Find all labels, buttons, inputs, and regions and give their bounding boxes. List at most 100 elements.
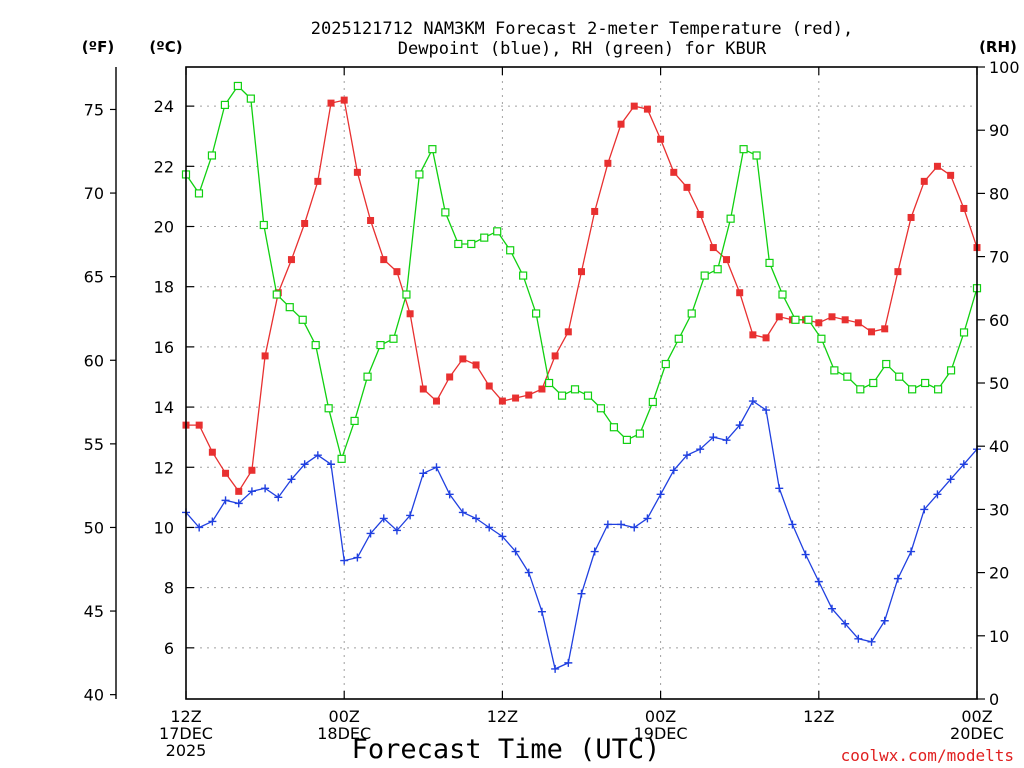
dewpoint-point xyxy=(208,517,217,526)
dewpoint-point xyxy=(195,523,204,532)
dewpoint-point xyxy=(313,451,322,460)
rh-point xyxy=(713,265,722,274)
temperature-point xyxy=(353,168,361,176)
temperature-point xyxy=(775,313,783,321)
temperature-point xyxy=(235,487,243,495)
rh-point xyxy=(441,208,450,217)
dewpoint-point xyxy=(419,469,428,478)
temperature-point xyxy=(723,256,731,264)
rh-point xyxy=(804,315,813,324)
dewpoint-point xyxy=(564,658,573,667)
dewpoint-point xyxy=(445,490,454,499)
rh-point xyxy=(532,309,541,318)
temperature-point xyxy=(604,159,612,167)
dewpoint-point xyxy=(392,526,401,535)
temperature-point xyxy=(683,183,691,191)
fahrenheit-tick-label: 50 xyxy=(84,518,104,537)
temperature-point xyxy=(564,328,572,336)
series-line xyxy=(186,99,978,493)
celsius-tick-label: 8 xyxy=(164,579,174,598)
fahrenheit-unit-label: (ºF) xyxy=(82,38,114,56)
chart-title: 2025121712 NAM3KM Forecast 2-meter Tempe… xyxy=(311,19,853,59)
temperature-point xyxy=(696,210,704,218)
dewpoint-point xyxy=(511,547,520,556)
rh-tick-label: 90 xyxy=(989,121,1009,140)
rh-tick-label: 60 xyxy=(989,311,1009,330)
rh-tick-label: 100 xyxy=(989,58,1020,77)
rh-point xyxy=(259,220,268,230)
temperature-point xyxy=(498,397,506,405)
temperature-point xyxy=(380,256,388,264)
fahrenheit-tick-label: 75 xyxy=(84,100,104,119)
rh-point xyxy=(609,423,619,432)
rh-point xyxy=(389,334,398,343)
temperature-point xyxy=(327,99,335,107)
celsius-tick-label: 22 xyxy=(154,157,174,176)
dewpoint-point xyxy=(907,547,916,556)
dewpoint-point xyxy=(841,619,850,628)
fahrenheit-tick-label: 60 xyxy=(84,351,104,370)
dewpoint-point xyxy=(551,664,560,673)
dewpoint-point xyxy=(656,490,665,499)
temperature-point xyxy=(419,385,427,393)
rh-point xyxy=(830,366,839,375)
rh-point xyxy=(674,334,683,343)
celsius-tick-label: 20 xyxy=(154,218,174,237)
rh-point xyxy=(882,359,891,369)
dewpoint-point xyxy=(603,520,612,529)
temperature-point xyxy=(709,244,717,252)
data-series xyxy=(181,81,982,673)
gridlines xyxy=(186,67,977,699)
rh-point xyxy=(557,391,567,400)
rh-point xyxy=(207,151,217,160)
dewpoint-point xyxy=(735,421,744,430)
dewpoint-point xyxy=(340,556,349,565)
dewpoint-point xyxy=(643,514,652,523)
temperature-point xyxy=(578,268,585,276)
dewpoint-point xyxy=(590,547,599,556)
axes: 6 8 10 12 14 16 18 20 22 24 40 45 50 55 60 65 70 75 0 10 20 3… xyxy=(84,58,1020,760)
dewpoint-point xyxy=(221,496,230,505)
rh-unit-label: (RH) xyxy=(979,38,1017,56)
temperature-point xyxy=(643,105,651,113)
x-tick-label: 00Z xyxy=(645,707,676,726)
dewpoint-point xyxy=(327,460,336,469)
rh-point xyxy=(843,372,852,381)
rh-point xyxy=(700,271,709,280)
temperature-point xyxy=(854,319,862,327)
rh-point xyxy=(454,239,463,249)
dewpoint-point xyxy=(893,574,902,583)
dewpoint-point xyxy=(537,607,546,616)
dewpoint-point xyxy=(959,460,968,469)
dewpoint-point xyxy=(498,532,507,541)
temperature-point xyxy=(222,469,230,477)
dewpoint-point xyxy=(287,475,296,484)
dewpoint-point xyxy=(366,529,375,538)
dewpoint-point xyxy=(432,463,441,472)
celsius-unit-label: (ºC) xyxy=(149,38,182,56)
temperature-point xyxy=(749,331,757,339)
rh-point xyxy=(635,429,644,438)
watermark: coolwx.com/modelts xyxy=(841,746,1014,765)
rh-point xyxy=(778,290,787,299)
rh-point xyxy=(869,378,878,388)
chart-title-line-2: Dewpoint (blue), RH (green) for KBUR xyxy=(398,39,767,59)
dewpoint-point xyxy=(709,433,718,442)
dewpoint-point xyxy=(458,508,467,517)
rh-point xyxy=(921,378,930,388)
series-2-meter-temperature xyxy=(182,96,981,495)
temperature-point xyxy=(868,328,876,336)
rh-point xyxy=(726,214,735,223)
dewpoint-point xyxy=(617,520,626,529)
celsius-tick-label: 6 xyxy=(164,639,174,658)
rh-point xyxy=(350,416,359,426)
celsius-tick-label: 10 xyxy=(154,518,174,537)
fahrenheit-tick-label: 70 xyxy=(84,184,104,203)
x-tick-label: 00Z xyxy=(329,707,360,726)
dewpoint-point xyxy=(722,436,731,445)
dewpoint-point xyxy=(946,475,955,484)
temperature-point xyxy=(815,319,823,327)
rh-point xyxy=(752,151,761,160)
rh-tick-label: 70 xyxy=(989,248,1009,267)
rh-point xyxy=(402,290,411,299)
